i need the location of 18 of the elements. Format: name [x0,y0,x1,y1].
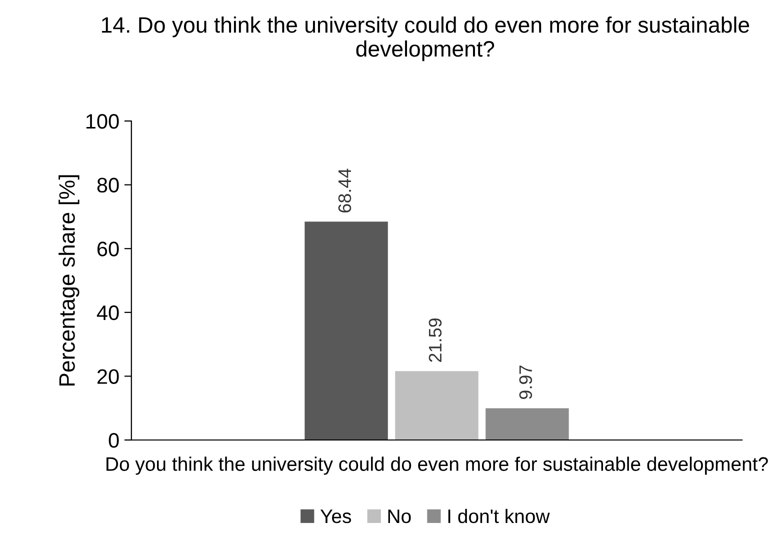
legend-label: No [388,510,411,524]
y-tick-label: 80 [97,178,119,193]
bar [395,371,478,440]
y-axis-title: Percentage share [%] [58,175,80,386]
bar [486,408,569,440]
x-tick-label: Do you think the university could do even more for sustainable development? [106,456,768,475]
y-tick-label: 60 [97,242,119,256]
y-tick-label: 100 [86,114,119,129]
chart-title: 14. Do you think the university could do even more for sustainable development? [102,16,750,62]
y-tick-label: 0 [108,433,119,448]
y-tick-label: 40 [96,305,119,320]
data-label: 68.44 [338,168,352,212]
y-tick-label: 20 [97,369,119,384]
data-label: 21.59 [428,318,442,362]
data-label: 9.97 [519,366,532,400]
legend-label: I don't know [448,508,550,524]
legend-label: Yes [320,510,352,524]
bar [304,222,388,440]
